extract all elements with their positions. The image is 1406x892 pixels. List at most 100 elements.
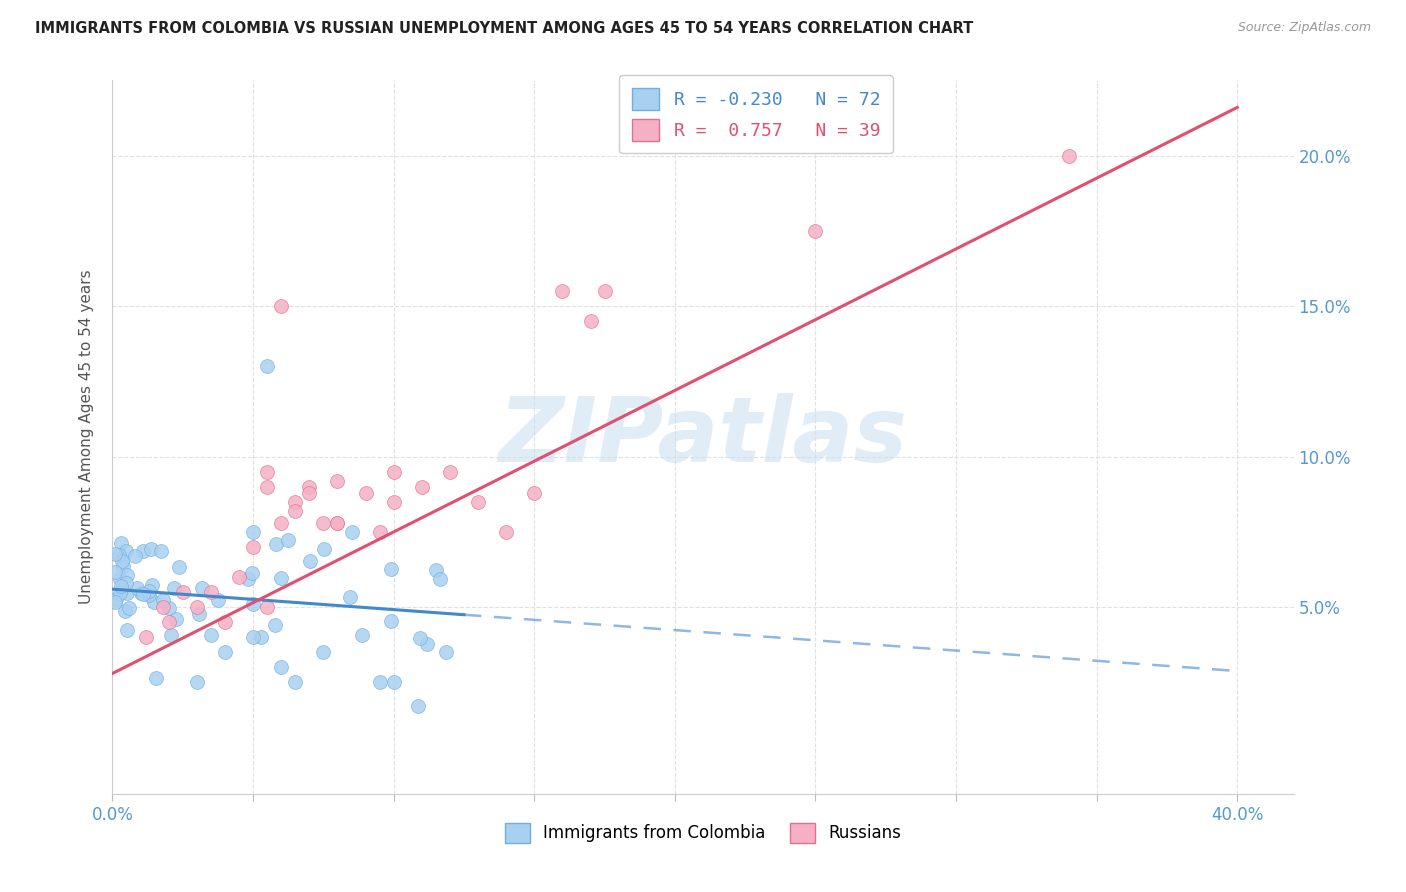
Point [804, 224, 827, 238]
Point [145, 672, 167, 686]
Point [132, 544, 155, 558]
Point [579, 314, 602, 328]
Point [270, 660, 292, 674]
Point [115, 544, 138, 558]
Point [352, 627, 374, 641]
Text: IMMIGRANTS FROM COLOMBIA VS RUSSIAN UNEMPLOYMENT AMONG AGES 45 TO 54 YEARS CORRE: IMMIGRANTS FROM COLOMBIA VS RUSSIAN UNEM… [35, 21, 973, 36]
Point [256, 600, 278, 615]
Point [172, 585, 194, 599]
Point [434, 645, 457, 659]
Point [256, 480, 278, 494]
Point [354, 485, 377, 500]
Point [298, 480, 321, 494]
Point [270, 299, 292, 313]
Point [114, 604, 136, 618]
Point [593, 284, 616, 298]
Point [298, 485, 321, 500]
Point [408, 699, 430, 714]
Point [264, 618, 287, 632]
Point [242, 597, 264, 611]
Point [382, 465, 405, 479]
Point [152, 600, 174, 615]
Point [228, 570, 250, 584]
Y-axis label: Unemployment Among Ages 45 to 54 years: Unemployment Among Ages 45 to 54 years [79, 269, 94, 605]
Point [368, 675, 391, 690]
Point [105, 591, 128, 606]
Point [380, 614, 402, 628]
Point [416, 637, 439, 651]
Point [111, 582, 134, 597]
Point [256, 465, 278, 479]
Point [312, 516, 335, 530]
Point [186, 675, 208, 690]
Point [157, 615, 180, 630]
Point [214, 615, 236, 630]
Point [110, 535, 132, 549]
Point [299, 553, 322, 567]
Point [523, 485, 546, 500]
Point [270, 571, 292, 585]
Point [326, 516, 349, 530]
Point [382, 495, 405, 509]
Point [165, 611, 187, 625]
Point [108, 572, 131, 586]
Point [104, 566, 127, 580]
Point [108, 586, 131, 600]
Point [115, 623, 138, 637]
Point [152, 593, 174, 607]
Point [104, 595, 127, 609]
Point [368, 524, 391, 539]
Point [138, 584, 160, 599]
Legend: Immigrants from Colombia, Russians: Immigrants from Colombia, Russians [498, 816, 908, 850]
Point [312, 645, 335, 659]
Point [207, 593, 229, 607]
Point [409, 631, 432, 645]
Point [129, 586, 152, 600]
Point [111, 553, 134, 567]
Point [339, 590, 361, 604]
Point [104, 547, 127, 561]
Point [238, 572, 260, 586]
Point [264, 536, 287, 550]
Point [242, 524, 264, 539]
Text: ZIPatlas: ZIPatlas [499, 393, 907, 481]
Point [149, 543, 172, 558]
Point [186, 600, 208, 615]
Point [551, 284, 574, 298]
Point [242, 540, 264, 554]
Point [382, 675, 405, 690]
Point [117, 568, 139, 582]
Point [256, 359, 278, 374]
Point [429, 572, 451, 586]
Point [439, 465, 461, 479]
Point [326, 474, 349, 488]
Point [163, 581, 186, 595]
Point [326, 516, 349, 530]
Point [117, 586, 139, 600]
Point [240, 566, 263, 580]
Point [495, 524, 517, 539]
Point [132, 586, 155, 600]
Point [141, 577, 163, 591]
Point [411, 480, 433, 494]
Point [270, 516, 292, 530]
Point [277, 533, 299, 547]
Point [138, 588, 160, 602]
Point [340, 524, 363, 539]
Point [187, 607, 209, 622]
Point [284, 495, 307, 509]
Text: Source: ZipAtlas.com: Source: ZipAtlas.com [1237, 21, 1371, 34]
Point [380, 562, 402, 576]
Point [124, 549, 146, 564]
Point [114, 576, 136, 591]
Point [118, 600, 141, 615]
Point [214, 645, 236, 659]
Point [200, 628, 222, 642]
Point [112, 559, 135, 574]
Point [125, 581, 148, 595]
Point [284, 504, 307, 518]
Point [284, 675, 307, 690]
Point [143, 595, 166, 609]
Point [167, 559, 190, 574]
Point [108, 548, 131, 562]
